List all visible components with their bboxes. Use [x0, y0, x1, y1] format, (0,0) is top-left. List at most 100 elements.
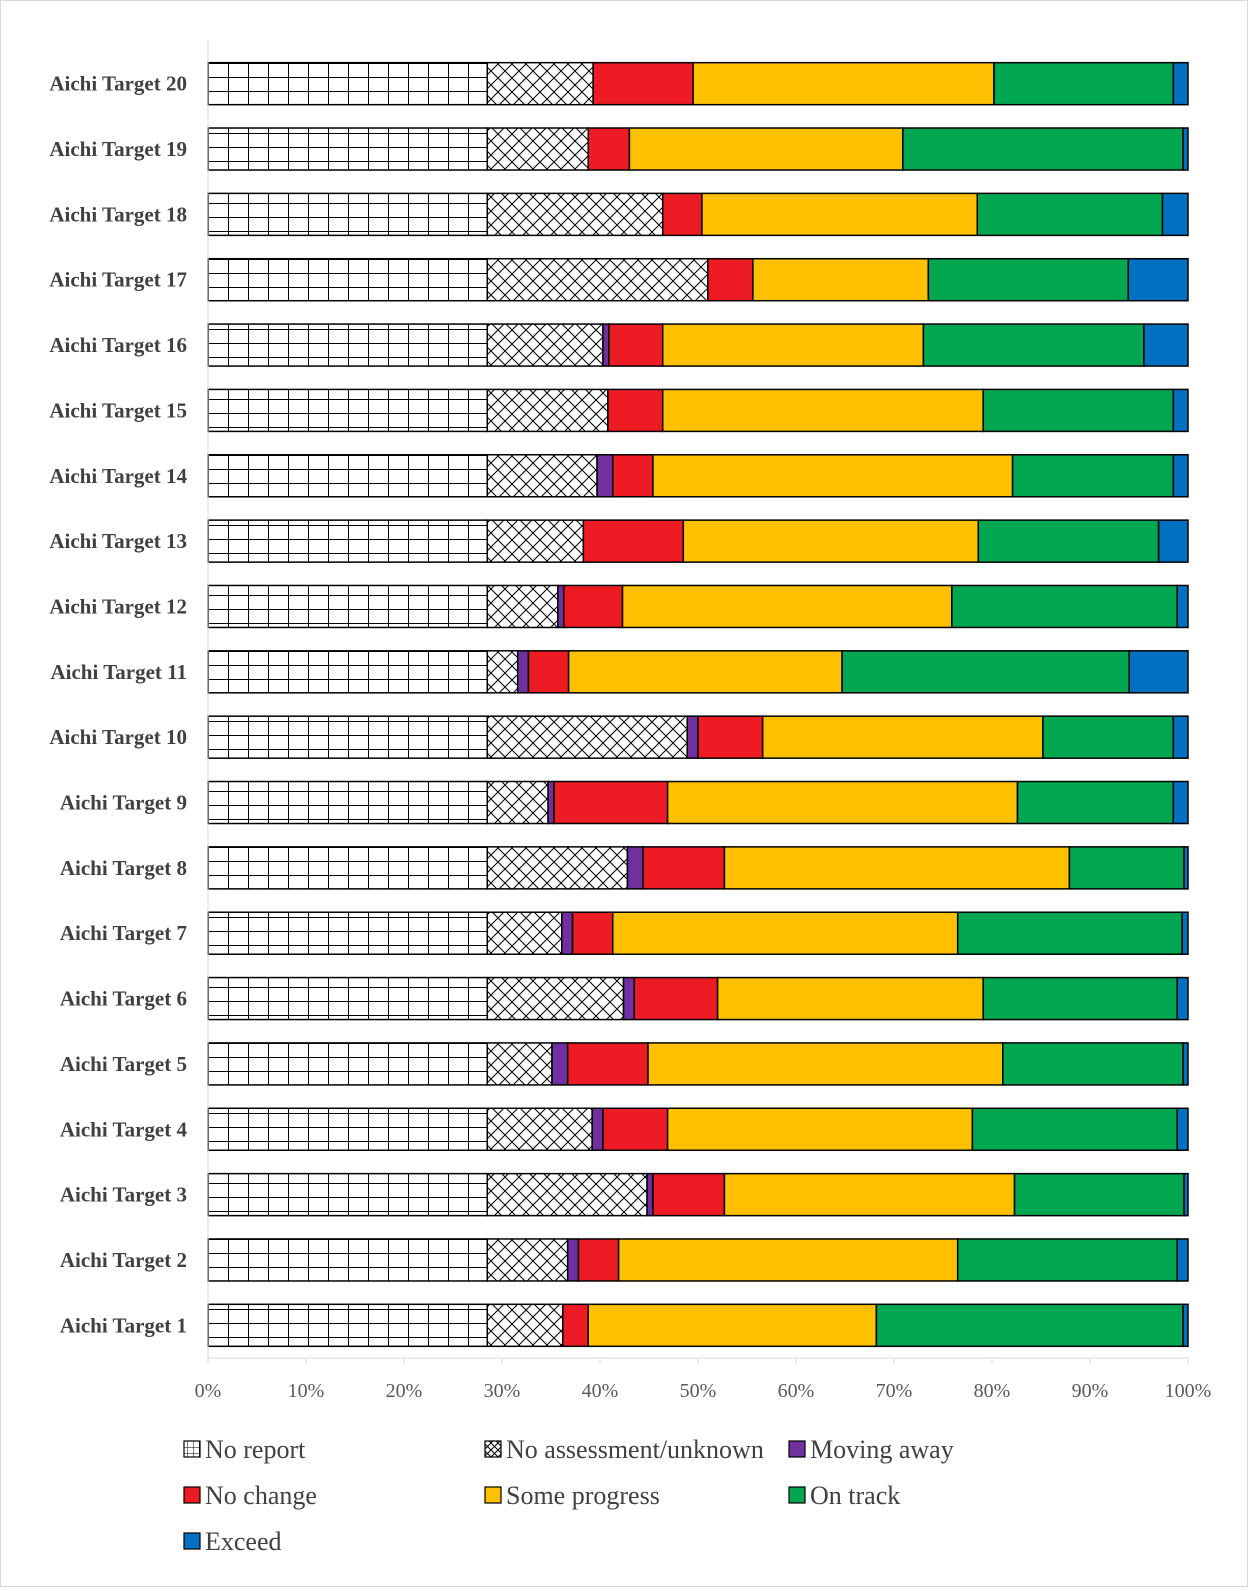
category-label: Aichi Target 6 [60, 987, 187, 1011]
bar-aichi-target-1-some-progress [587, 1303, 878, 1348]
bar-aichi-target-8-no-change [642, 846, 726, 890]
bar-aichi-target-19-on-track [902, 127, 1184, 171]
bar-aichi-target-6-no-report [207, 976, 489, 1021]
bar-aichi-target-14-on-track [1011, 454, 1175, 498]
category-label: Aichi Target 20 [49, 72, 187, 96]
bar-aichi-target-3-no-assessment-unknown [486, 1172, 648, 1217]
bar-aichi-target-10-no-report [207, 715, 489, 759]
bar-aichi-target-15-exceed [1172, 388, 1189, 433]
bar-aichi-target-19-some-progress [628, 127, 904, 171]
bar-aichi-target-7-no-change [571, 911, 614, 955]
bar-aichi-target-11-some-progress [567, 650, 843, 694]
bar-aichi-target-8-on-track [1068, 846, 1185, 890]
bar-aichi-target-8-no-report [207, 846, 489, 890]
bar-aichi-target-13-on-track [977, 519, 1160, 563]
bar-aichi-target-3-exceed [1183, 1172, 1189, 1217]
legend-label-no-assessment-unknown: No assessment/unknown [506, 1435, 764, 1464]
bar-aichi-target-1-exceed [1182, 1303, 1189, 1348]
bar-aichi-target-3-on-track [1013, 1172, 1185, 1217]
bar-aichi-target-12-no-change [562, 584, 624, 629]
bar-aichi-target-4-exceed [1176, 1107, 1189, 1152]
bar-aichi-target-19-no-change [587, 127, 631, 171]
bar-aichi-target-17-no-report [207, 257, 489, 302]
bar-aichi-target-9-some-progress [666, 780, 1019, 825]
bar-aichi-target-18-some-progress [701, 192, 979, 237]
bar-aichi-target-1-no-change [562, 1303, 589, 1348]
bar-aichi-target-19-no-report [207, 127, 489, 171]
bar-aichi-target-13-exceed [1157, 519, 1189, 563]
bar-aichi-target-11-no-assessment-unknown [486, 650, 519, 694]
category-labels: Aichi Target 20 Aichi Target 19 Aichi Targ… [49, 72, 187, 1338]
bar-aichi-target-2-exceed [1176, 1238, 1189, 1282]
bar-aichi-target-20-no-change [592, 61, 694, 106]
category-label: Aichi Target 13 [49, 529, 187, 553]
bar-aichi-target-12-on-track [951, 584, 1178, 629]
bar-aichi-target-16-no-assessment-unknown [486, 323, 604, 367]
bar-aichi-target-6-some-progress [716, 976, 984, 1021]
bar-aichi-target-5-no-report [207, 1042, 489, 1086]
bar-aichi-target-3-no-change [652, 1172, 726, 1217]
category-label: Aichi Target 19 [49, 137, 187, 161]
bar-aichi-target-10-exceed [1172, 715, 1189, 759]
bar-aichi-target-2-on-track [956, 1238, 1178, 1282]
bar-aichi-target-18-no-change [661, 192, 703, 237]
bar-aichi-target-10-some-progress [761, 715, 1044, 759]
category-label: Aichi Target 7 [60, 921, 187, 945]
category-label: Aichi Target 4 [60, 1117, 188, 1141]
bar-aichi-target-8-exceed [1183, 846, 1189, 890]
bar-aichi-target-4-on-track [971, 1107, 1178, 1152]
bar-aichi-target-12-no-report [207, 584, 489, 629]
bar-aichi-target-2-some-progress [617, 1238, 959, 1282]
bar-aichi-target-7-some-progress [611, 911, 959, 955]
x-tick-label: 30% [484, 1380, 521, 1402]
bar-aichi-target-8-moving-away [626, 846, 644, 890]
category-label: Aichi Target 17 [49, 268, 187, 292]
bar-aichi-target-10-no-assessment-unknown [486, 715, 688, 759]
bar-aichi-target-4-no-report [207, 1107, 489, 1152]
bar-aichi-target-16-no-report [207, 323, 489, 367]
bar-aichi-target-20-exceed [1172, 61, 1189, 106]
bar-aichi-target-2-moving-away [566, 1238, 580, 1282]
category-label: Aichi Target 16 [49, 333, 187, 357]
legend-swatch-no-change [183, 1486, 201, 1504]
bar-aichi-target-16-moving-away [602, 323, 610, 367]
bar-aichi-target-12-no-assessment-unknown [486, 584, 559, 629]
category-label: Aichi Target 11 [50, 660, 187, 684]
bar-aichi-target-7-no-assessment-unknown [486, 911, 563, 955]
category-label: Aichi Target 18 [49, 202, 187, 226]
x-tick-label: 70% [876, 1380, 913, 1402]
bar-aichi-target-7-moving-away [561, 911, 574, 955]
bar-aichi-target-12-exceed [1176, 584, 1189, 629]
bar-aichi-target-3-no-report [207, 1172, 489, 1217]
bar-aichi-target-20-some-progress [692, 61, 995, 106]
bar-aichi-target-18-no-assessment-unknown [486, 192, 664, 237]
bar-aichi-target-13-no-change [582, 519, 685, 563]
bar-aichi-target-11-exceed [1128, 650, 1189, 694]
category-label: Aichi Target 10 [49, 725, 187, 749]
legend-swatch-exceed [183, 1532, 201, 1550]
bar-aichi-target-20-on-track [993, 61, 1175, 106]
legend-swatch-some-progress [484, 1486, 502, 1504]
x-tick-label: 80% [974, 1380, 1011, 1402]
category-label: Aichi Target 12 [49, 594, 187, 618]
bar-aichi-target-5-some-progress [647, 1042, 1004, 1086]
legend-label-some-progress: Some progress [506, 1481, 660, 1510]
bar-aichi-target-20-no-assessment-unknown [486, 61, 594, 106]
bar-aichi-target-10-on-track [1042, 715, 1175, 759]
bar-aichi-target-10-moving-away [686, 715, 699, 759]
bar-aichi-target-13-no-report [207, 519, 489, 563]
bar-aichi-target-19-exceed [1182, 127, 1189, 171]
legend-label-exceed: Exceed [205, 1527, 282, 1556]
category-label: Aichi Target 14 [49, 464, 187, 488]
x-tick-label: 100% [1165, 1380, 1212, 1402]
x-tick-label: 10% [288, 1380, 325, 1402]
bar-aichi-target-12-moving-away [557, 584, 565, 629]
bar-aichi-target-6-on-track [982, 976, 1178, 1021]
bar-aichi-target-10-no-change [697, 715, 764, 759]
bar-aichi-target-11-moving-away [516, 650, 530, 694]
bar-aichi-target-5-moving-away [551, 1042, 569, 1086]
bar-aichi-target-18-no-report [207, 192, 489, 237]
bar-aichi-target-2-no-report [207, 1238, 489, 1282]
bar-aichi-target-15-no-assessment-unknown [486, 388, 609, 433]
